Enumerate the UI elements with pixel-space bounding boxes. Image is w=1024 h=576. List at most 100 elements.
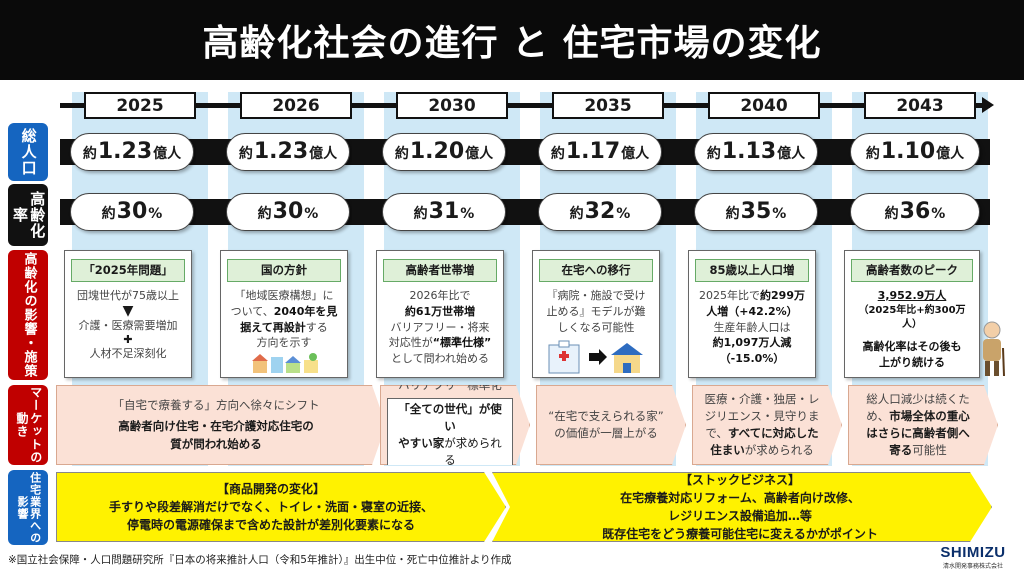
year-label: 2025 — [84, 92, 196, 119]
plus-icon: ✚ — [123, 332, 133, 346]
market-emphasis: やすい家 — [398, 436, 445, 451]
aging-rate-value: 約 30% — [70, 193, 194, 231]
elderly-person-icon — [983, 321, 1005, 377]
industry-block-stock: 【ストックビジネス】 在宅療養対応リフォーム、高齢者向け改修、 レジリエンス設備… — [492, 472, 992, 542]
card-text: しくなる可能性 — [557, 320, 635, 334]
card-emphasis: 2040年を見 — [273, 304, 338, 318]
population-value: 約 1.20 億人 — [382, 133, 506, 171]
arrow-icon — [196, 199, 212, 225]
title-bar: 高齢化社会の進行 と 住宅市場の変化 — [0, 0, 1024, 80]
market-text: ジリエンス・見守りま — [704, 408, 820, 423]
impact-card: 国の方針 「地域医療構想」に ついて、2040年を見 据えて再設計する 方向を示… — [220, 250, 348, 378]
card-heading: 85歳以上人口増 — [695, 259, 809, 282]
market-block: 「自宅で療養する」方向へ徐々にシフト 高齢者向け住宅・在宅介護対応住宅の 質が問… — [56, 385, 386, 465]
year-label: 2035 — [552, 92, 664, 119]
market-emphasis: 「全ての世代」が使い — [398, 401, 502, 433]
card-emphasis: 3,952.9万人 — [877, 288, 947, 302]
card-text: 介護・医療需要増加 — [78, 318, 178, 332]
card-emphasis: （-15.0%） — [719, 352, 785, 366]
card-emphasis: “標準仕様” — [432, 336, 492, 350]
population-value: 約 1.17 億人 — [538, 133, 662, 171]
population-value: 約 1.23 億人 — [70, 133, 194, 171]
impact-card: 高齢者世帯増 2026年比で 約61万世帯増 バリアフリー・将来 対応性が“標準… — [376, 250, 504, 378]
market-emphasis: 寄る — [889, 443, 913, 458]
year-label: 2043 — [864, 92, 976, 119]
hospital-to-home-icon — [548, 340, 643, 374]
card-emphasis: 上がり続ける — [879, 355, 945, 369]
arrow-icon — [820, 139, 836, 165]
market-text: “在宅で支えられる家” — [548, 408, 664, 423]
population-value: 約 1.10 億人 — [850, 133, 980, 171]
market-text: 可能性 — [912, 443, 947, 458]
market-text: 「自宅で療養する」方向へ徐々にシフト — [112, 398, 320, 413]
market-block: 医療・介護・独居・レ ジリエンス・見守りま で、すべてに対応した 住まいが求めら… — [692, 385, 842, 465]
card-emphasis: 据えて再設計 — [240, 320, 306, 334]
card-text: 止める』モデルが難 — [546, 304, 646, 318]
card-text: バリアフリー・将来 — [390, 320, 490, 334]
card-emphasis: 約61万世帯増 — [404, 304, 476, 318]
card-emphasis: 約1,097万人減 — [712, 336, 792, 350]
market-emphasis: 住まい — [710, 443, 745, 458]
arrow-icon — [664, 139, 680, 165]
industry-heading: 【ストックビジネス】 — [679, 473, 800, 487]
market-block: “在宅で支えられる家” の価値が一層上がる — [536, 385, 686, 465]
row-label-industry: 住宅業界への影響 — [8, 470, 48, 545]
card-text: 2025年比で — [699, 288, 761, 302]
card-emphasis: 約299万 — [760, 288, 805, 302]
impact-card: 高齢者数のピーク 3,952.9万人 （2025年比+約300万人） 高齢化率は… — [844, 250, 980, 378]
arrow-icon — [352, 199, 368, 225]
industry-text: 在宅療養対応リフォーム、高齢者向け改修、 — [620, 491, 860, 505]
card-heading: 高齢者世帯増 — [383, 259, 497, 282]
card-text: 『病院・施設で受け — [546, 288, 646, 302]
industry-text: 手すりや段差解消だけでなく、トイレ・洗面・寝室の近接、 — [108, 500, 433, 514]
card-text: 「地域医療構想」に — [234, 288, 334, 302]
market-block: バリアフリー標準化 「全ての世代」が使い やすい家が求められる — [380, 385, 530, 465]
impact-card: 「2025年問題」 団塊世代が75歳以上 ▼ 介護・医療需要増加 ✚ 人材不足深… — [64, 250, 192, 378]
population-value: 約 1.13 億人 — [694, 133, 818, 171]
card-text: 人材不足深刻化 — [89, 346, 167, 360]
aging-rate-value: 約 30% — [226, 193, 350, 231]
card-emphasis: （2025年比+約300万人） — [858, 304, 966, 331]
town-illustration-icon — [252, 353, 318, 373]
arrow-icon — [508, 199, 524, 225]
industry-text: 既存住宅をどう療養可能住宅に変えるかがポイント — [602, 527, 878, 541]
timeline-arrowhead — [982, 97, 994, 113]
company-logo: SHIMIZU 清水開発事務株式会社 — [940, 544, 1006, 570]
arrow-icon — [196, 139, 212, 165]
market-emphasis: はさらに高齢者側へ — [866, 426, 970, 440]
year-label: 2030 — [396, 92, 508, 119]
arrow-icon — [508, 139, 524, 165]
card-text: 2026年比で — [409, 288, 471, 302]
arrow-icon — [820, 199, 836, 225]
card-text: 団塊世代が75歳以上 — [77, 288, 179, 302]
market-text: で、 — [705, 426, 728, 440]
market-emphasis: 質が問われ始める — [170, 436, 262, 451]
population-value: 約 1.23 億人 — [226, 133, 350, 171]
page-title: 高齢化社会の進行 と 住宅市場の変化 — [202, 23, 822, 64]
aging-rate-value: 約 31% — [382, 193, 506, 231]
year-label: 2026 — [240, 92, 352, 119]
year-label: 2040 — [708, 92, 820, 119]
row-label-population: 総人口 — [8, 123, 48, 181]
card-emphasis: 高齢化率はその後も — [862, 339, 962, 353]
timeline-line — [60, 103, 990, 108]
card-text: 対応性が — [388, 336, 433, 350]
market-text: が求められる — [744, 443, 814, 458]
impact-card: 85歳以上人口増 2025年比で約299万 人増（+42.2%） 生産年齢人口は… — [688, 250, 816, 378]
market-emphasis: すべてに対応した — [727, 426, 819, 440]
aging-rate-value: 約 36% — [850, 193, 980, 231]
industry-heading: 【商品開発の変化】 — [216, 482, 325, 496]
card-heading: 「2025年問題」 — [71, 259, 185, 282]
market-text: め、 — [866, 408, 890, 423]
impact-card: 在宅への移行 『病院・施設で受け 止める』モデルが難 しくなる可能性 — [532, 250, 660, 378]
market-block: 総人口減少は続くた め、市場全体の重心 はさらに高齢者側へ 寄る可能性 — [848, 385, 998, 465]
industry-text: 停電時の電源確保まで含めた設計が差別化要素になる — [126, 518, 415, 532]
card-heading: 国の方針 — [227, 259, 341, 282]
arrow-icon — [352, 139, 368, 165]
card-text: する — [305, 320, 328, 334]
row-label-aging-rate: 高齢化率 — [8, 184, 48, 246]
down-arrow-icon: ▼ — [122, 302, 134, 319]
arrow-icon — [664, 199, 680, 225]
card-text: として問われ始める — [390, 352, 490, 366]
aging-rate-value: 約 32% — [538, 193, 662, 231]
